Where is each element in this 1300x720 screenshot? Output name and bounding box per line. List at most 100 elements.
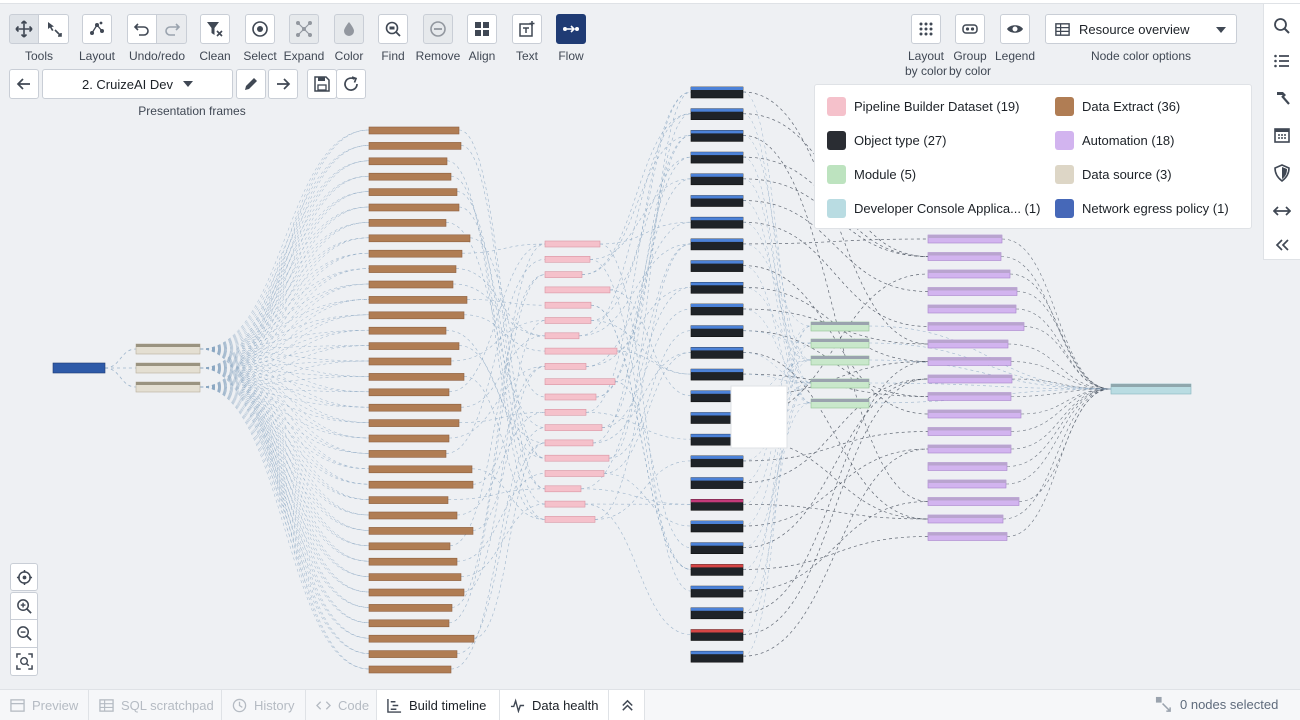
graph-node[interactable]: [368, 527, 474, 535]
presentation-frame-select[interactable]: 2. CruizeAI Dev: [42, 69, 233, 99]
zoom-out-button[interactable]: [10, 620, 38, 648]
legend-button[interactable]: [1000, 14, 1030, 44]
flow-button[interactable]: [556, 14, 586, 44]
graph-node[interactable]: [368, 172, 452, 181]
undo-button[interactable]: [127, 14, 157, 44]
graph-node[interactable]: [544, 286, 611, 294]
tab-sql-scratchpad[interactable]: SQL scratchpad: [89, 690, 222, 720]
graph-node[interactable]: [544, 424, 603, 431]
tab-data-health[interactable]: Data health: [500, 690, 609, 720]
graph-node[interactable]: [368, 480, 474, 489]
node-color-select[interactable]: Resource overview: [1045, 14, 1237, 44]
graph-node[interactable]: [368, 450, 447, 458]
graph-node[interactable]: [544, 408, 587, 416]
previous-frame-button[interactable]: [9, 69, 39, 99]
layout-button[interactable]: [82, 14, 112, 44]
tab-preview[interactable]: Preview: [0, 690, 89, 720]
graph-node[interactable]: [544, 317, 592, 324]
graph-node[interactable]: [368, 465, 473, 474]
sidebar-security-button[interactable]: [1272, 163, 1292, 183]
sidebar-list-button[interactable]: [1272, 51, 1292, 71]
graph-node[interactable]: [368, 496, 449, 504]
select-tool-button[interactable]: [39, 14, 69, 44]
group-by-color-button[interactable]: [955, 14, 985, 44]
graph-node[interactable]: [368, 650, 458, 658]
graph-node[interactable]: [544, 378, 616, 386]
graph-node[interactable]: [544, 516, 596, 523]
graph-node[interactable]: [368, 157, 448, 166]
graph-node[interactable]: [368, 280, 454, 289]
graph-node[interactable]: [368, 542, 451, 551]
sidebar-build-button[interactable]: [1272, 88, 1292, 108]
find-button[interactable]: [378, 14, 408, 44]
zoom-to-fit-button[interactable]: [10, 648, 38, 676]
graph-node[interactable]: [368, 619, 450, 628]
graph-node[interactable]: [368, 219, 447, 227]
clean-button[interactable]: [200, 14, 230, 44]
expand-button[interactable]: [289, 14, 319, 44]
graph-node[interactable]: [544, 500, 586, 508]
tab-build-timeline[interactable]: Build timeline: [377, 690, 500, 720]
graph-node[interactable]: [368, 403, 462, 412]
graph-node[interactable]: [544, 454, 610, 462]
graph-node[interactable]: [544, 393, 597, 401]
zoom-in-button[interactable]: [10, 592, 38, 620]
graph-node[interactable]: [368, 326, 447, 335]
graph-node[interactable]: [368, 249, 463, 258]
graph-node[interactable]: [544, 255, 591, 263]
graph-node[interactable]: [368, 234, 471, 243]
graph-node[interactable]: [368, 434, 450, 443]
graph-node[interactable]: [544, 332, 580, 340]
sidebar-collapse-button[interactable]: [1272, 235, 1292, 255]
layout-by-color-button[interactable]: [911, 14, 941, 44]
sidebar-schedule-button[interactable]: [1272, 125, 1292, 145]
graph-node[interactable]: [544, 363, 587, 370]
graph-node[interactable]: [544, 439, 594, 447]
select-button[interactable]: [245, 14, 275, 44]
graph-node[interactable]: [544, 240, 601, 248]
graph-node[interactable]: [52, 362, 106, 374]
sidebar-search-button[interactable]: [1272, 16, 1292, 36]
graph-node[interactable]: [368, 265, 457, 273]
graph-node[interactable]: [368, 357, 452, 366]
save-frame-button[interactable]: [307, 69, 337, 99]
graph-node[interactable]: [368, 311, 465, 320]
next-frame-button[interactable]: [268, 69, 298, 99]
graph-node[interactable]: [368, 604, 453, 612]
align-button[interactable]: [467, 14, 497, 44]
graph-node[interactable]: [368, 373, 465, 381]
graph-node-header: [136, 344, 200, 347]
graph-node[interactable]: [368, 188, 458, 196]
graph-node[interactable]: [368, 511, 458, 520]
color-button[interactable]: [334, 14, 364, 44]
graph-node[interactable]: [368, 573, 462, 581]
graph-node[interactable]: [368, 419, 460, 427]
sidebar-resize-button[interactable]: [1272, 201, 1292, 221]
pan-tool-button[interactable]: [9, 14, 39, 44]
tab-history[interactable]: History: [222, 690, 306, 720]
text-button[interactable]: [512, 14, 542, 44]
graph-node[interactable]: [368, 296, 468, 304]
graph-node[interactable]: [368, 665, 452, 674]
graph-node[interactable]: [368, 203, 460, 212]
graph-node[interactable]: [544, 301, 592, 309]
graph-node[interactable]: [544, 347, 618, 355]
graph-node[interactable]: [544, 470, 605, 477]
graph-node[interactable]: [368, 557, 458, 566]
graph-node[interactable]: [544, 485, 582, 493]
redo-button[interactable]: [157, 14, 187, 44]
graph-node[interactable]: [368, 142, 462, 150]
edit-frame-button[interactable]: [236, 69, 266, 99]
graph-node[interactable]: [544, 271, 583, 278]
graph-node[interactable]: [368, 126, 460, 135]
graph-node[interactable]: [368, 588, 465, 597]
graph-node[interactable]: [368, 388, 450, 397]
tab-code[interactable]: Code: [306, 690, 377, 720]
graph-node[interactable]: [368, 634, 475, 643]
remove-button[interactable]: [423, 14, 453, 44]
expand-panel-button[interactable]: [609, 690, 645, 720]
refresh-frame-button[interactable]: [336, 69, 366, 99]
recenter-button[interactable]: [10, 563, 38, 591]
graph-node[interactable]: [368, 342, 460, 350]
